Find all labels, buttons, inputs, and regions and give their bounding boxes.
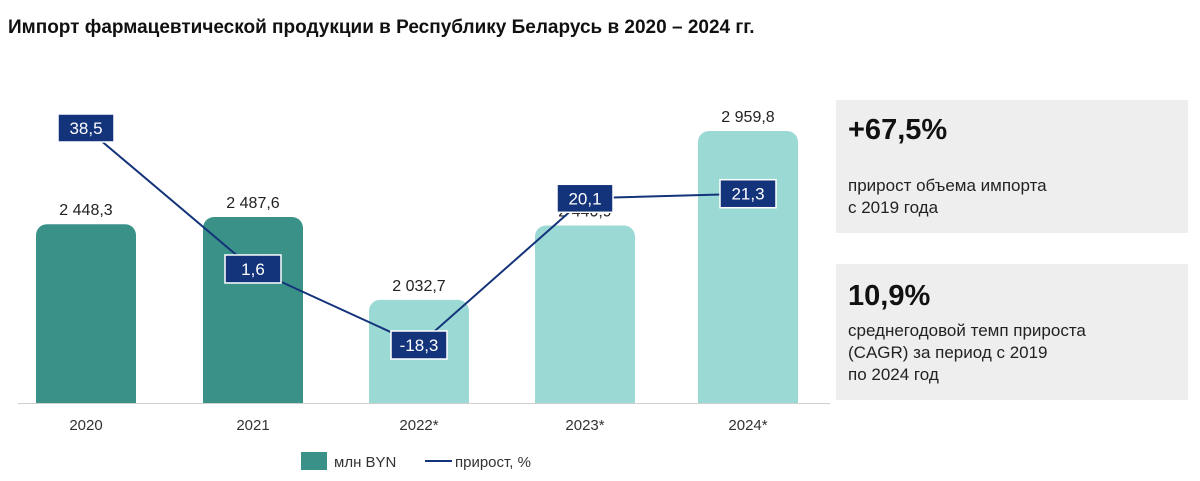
- growth-point: [556, 183, 614, 214]
- growth-point: [390, 330, 448, 360]
- growth-value-label: 21,3: [731, 185, 764, 204]
- bar-value-label: 2 959,8: [721, 109, 774, 126]
- bar: [698, 131, 798, 414]
- x-tick-label: 2023*: [565, 417, 604, 434]
- growth-description: прирост объема импорта с 2019 года: [848, 175, 1047, 219]
- chart-title: Импорт фармацевтической продукции в Респ…: [8, 17, 755, 38]
- growth-value-label: 20,1: [568, 189, 601, 208]
- cagr-description-line: (CAGR) за период с 2019: [848, 343, 1048, 362]
- bar-value-label: 2 487,6: [226, 195, 279, 212]
- x-tick-label: 2021: [236, 417, 269, 434]
- growth-point: [719, 178, 777, 209]
- bar-value-label: 2 032,7: [392, 278, 445, 295]
- growth-description-line: с 2019 года: [848, 198, 939, 217]
- legend-swatch-bars: [301, 452, 327, 470]
- import-chart: 2 448,32 487,62 032,72 440,92 959,820202…: [0, 109, 830, 471]
- cagr-description: среднегодовой темп прироста (CAGR) за пе…: [848, 320, 1086, 386]
- axis-mask: [0, 403, 830, 443]
- cagr-description-line: среднегодовой темп прироста: [848, 321, 1086, 340]
- growth-value-label: -18,3: [400, 336, 439, 355]
- x-tick-label: 2022*: [399, 417, 438, 434]
- cagr-card: 10,9% среднегодовой темп прироста (CAGR)…: [836, 264, 1188, 400]
- bar: [203, 217, 303, 414]
- legend-label-bars: млн BYN: [334, 454, 396, 471]
- bar: [36, 224, 136, 414]
- legend-label-line: прирост, %: [455, 454, 531, 471]
- growth-value-label: 38,5: [69, 119, 102, 138]
- x-tick-label: 2020: [69, 417, 102, 434]
- growth-card: +67,5% прирост объема импорта с 2019 год…: [836, 100, 1188, 233]
- growth-point: [224, 254, 282, 284]
- growth-value: +67,5%: [848, 114, 948, 146]
- growth-point: [57, 113, 115, 143]
- growth-value-label: 1,6: [241, 260, 265, 279]
- bar-value-label: 2 448,3: [59, 202, 112, 219]
- x-tick-label: 2024*: [728, 417, 767, 434]
- bar: [535, 225, 635, 414]
- cagr-description-line: по 2024 год: [848, 365, 939, 384]
- growth-description-line: прирост объема импорта: [848, 176, 1047, 195]
- cagr-value: 10,9%: [848, 280, 931, 312]
